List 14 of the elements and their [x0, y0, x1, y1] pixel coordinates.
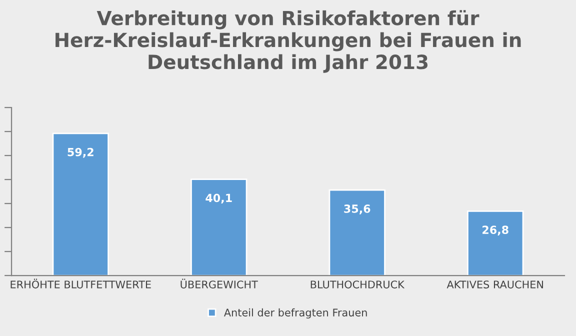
- legend-label: Anteil der befragten Frauen: [224, 308, 367, 318]
- x-tick-label: ERHÖHTE BLUTFETTWERTE: [10, 278, 151, 288]
- x-tick-label: ÜBERGEWICHT: [180, 278, 258, 288]
- data-label: 59,2: [68, 148, 94, 158]
- bar: [467, 210, 524, 276]
- bar: [328, 189, 386, 276]
- bar: [190, 178, 248, 276]
- x-tick-label: BLUTHOCHDRUCK: [310, 280, 405, 288]
- data-label: 35,6: [344, 204, 370, 214]
- data-label: 40,1: [206, 194, 232, 204]
- data-label: 26,8: [482, 226, 508, 236]
- bar: [52, 132, 109, 276]
- x-tick-label: AKTIVES RAUCHEN: [446, 280, 543, 288]
- chart-title: Verbreitung von Risikofaktoren für Herz-Kreislauf-Erkrankungen bei Frauen in Deutschland im Jahr 2013: [56, 10, 521, 73]
